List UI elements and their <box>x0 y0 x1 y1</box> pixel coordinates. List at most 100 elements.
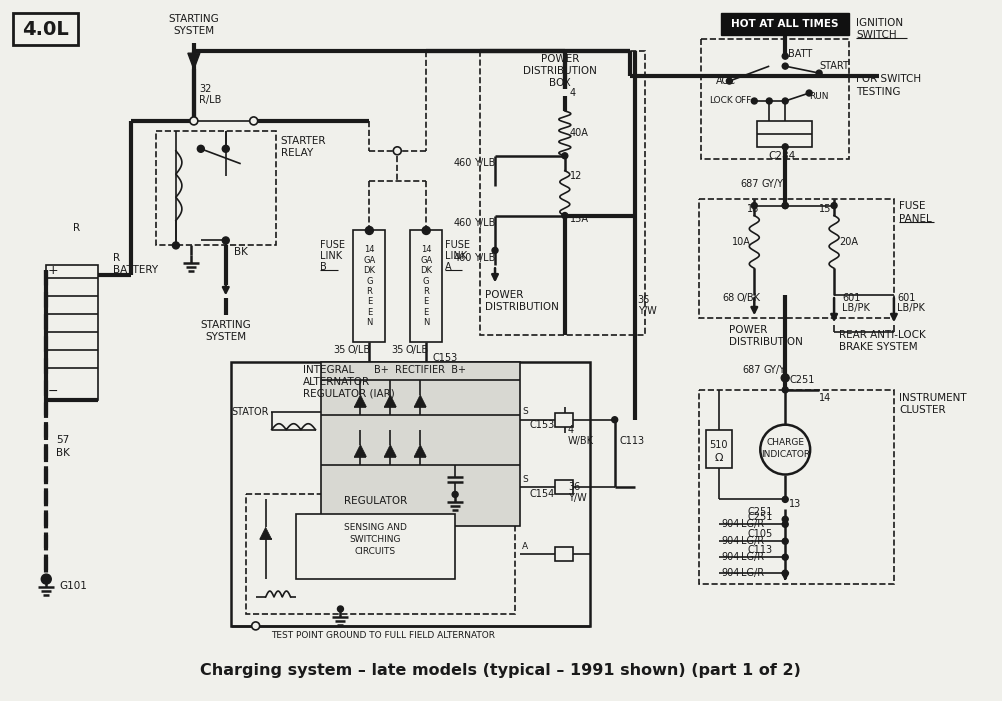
Text: SYSTEM: SYSTEM <box>173 26 214 36</box>
Text: 904: 904 <box>720 552 738 562</box>
Text: O/LB: O/LB <box>405 345 428 355</box>
Text: FOR SWITCH: FOR SWITCH <box>855 74 920 84</box>
Circle shape <box>365 226 373 234</box>
Text: C113: C113 <box>746 545 772 555</box>
Text: Y/W: Y/W <box>637 306 655 316</box>
Polygon shape <box>384 444 396 456</box>
Circle shape <box>750 203 757 209</box>
Text: CIRCUITS: CIRCUITS <box>355 547 396 556</box>
Text: LOCK: LOCK <box>708 97 732 105</box>
Text: LB/PK: LB/PK <box>896 303 924 313</box>
Text: SWITCH: SWITCH <box>855 30 896 40</box>
Text: STARTING: STARTING <box>200 320 250 330</box>
Text: C153: C153 <box>529 420 555 430</box>
Text: POWER: POWER <box>485 290 523 300</box>
Text: C284: C284 <box>768 151 795 161</box>
Bar <box>554 413 572 427</box>
Text: TESTING: TESTING <box>855 87 900 97</box>
Text: OFF: OFF <box>733 97 750 105</box>
Text: A: A <box>445 262 451 272</box>
Text: 20A: 20A <box>839 238 857 247</box>
Circle shape <box>816 70 822 76</box>
Text: 18: 18 <box>746 203 759 214</box>
Circle shape <box>782 517 788 522</box>
Text: LINK: LINK <box>445 252 467 261</box>
Text: C105: C105 <box>746 529 772 539</box>
Circle shape <box>611 416 617 423</box>
Bar <box>230 362 589 626</box>
Text: 460: 460 <box>453 253 472 264</box>
Text: 904: 904 <box>720 519 738 529</box>
Text: C154: C154 <box>529 489 555 499</box>
Text: O/BK: O/BK <box>735 293 760 304</box>
Bar <box>554 547 572 562</box>
Text: C251: C251 <box>789 375 814 385</box>
Text: 601: 601 <box>842 293 860 304</box>
Bar <box>700 39 848 158</box>
Circle shape <box>252 622 260 630</box>
Bar <box>705 430 731 468</box>
Text: 460: 460 <box>453 217 472 228</box>
Circle shape <box>782 53 788 59</box>
Text: HOT AT ALL TIMES: HOT AT ALL TIMES <box>730 20 838 29</box>
Text: LINK: LINK <box>320 252 342 261</box>
Text: REGULATOR: REGULATOR <box>344 496 407 506</box>
Text: DISTRIBUTION: DISTRIBUTION <box>522 66 596 76</box>
Circle shape <box>337 606 343 612</box>
Text: LG/R: LG/R <box>740 519 764 529</box>
Text: Y/LB: Y/LB <box>474 217 495 228</box>
Text: A: A <box>521 542 527 551</box>
Text: LG/R: LG/R <box>740 536 764 546</box>
Circle shape <box>561 153 567 158</box>
Text: 14
GA
DK
G
R
E
E
N: 14 GA DK G R E E N <box>363 245 375 327</box>
Polygon shape <box>354 395 366 407</box>
Text: FUSE: FUSE <box>320 240 344 250</box>
Text: POWER: POWER <box>540 54 578 64</box>
Text: POWER: POWER <box>728 325 767 335</box>
Bar <box>13 13 78 46</box>
Circle shape <box>492 247 498 253</box>
Text: B: B <box>320 262 326 272</box>
Text: 687: 687 <box>740 179 759 189</box>
Circle shape <box>781 374 789 382</box>
Text: RUN: RUN <box>809 92 828 100</box>
Text: C153: C153 <box>432 353 457 363</box>
Circle shape <box>189 117 197 125</box>
Text: W/BK: W/BK <box>567 435 593 446</box>
Text: R: R <box>72 224 80 233</box>
Circle shape <box>782 63 788 69</box>
Circle shape <box>782 144 788 150</box>
Text: FUSE: FUSE <box>898 200 925 210</box>
Polygon shape <box>187 53 199 69</box>
Bar <box>698 390 893 584</box>
Text: 904: 904 <box>720 568 738 578</box>
Text: 687: 687 <box>742 365 761 375</box>
Circle shape <box>831 203 837 209</box>
Bar <box>353 231 385 342</box>
Text: 15A: 15A <box>569 214 588 224</box>
Polygon shape <box>260 527 272 539</box>
Circle shape <box>172 242 179 249</box>
Bar <box>155 131 276 245</box>
Circle shape <box>782 387 788 393</box>
Circle shape <box>452 491 458 498</box>
Circle shape <box>782 203 788 209</box>
Text: STARTER: STARTER <box>281 136 326 146</box>
Circle shape <box>782 538 788 544</box>
Text: ALTERNATOR: ALTERNATOR <box>303 377 370 387</box>
Bar <box>480 51 644 335</box>
Bar <box>698 198 893 318</box>
Circle shape <box>41 574 51 584</box>
Polygon shape <box>384 395 396 407</box>
Text: FUSE: FUSE <box>445 240 470 250</box>
Bar <box>296 515 455 579</box>
Text: SWITCHING: SWITCHING <box>350 535 401 544</box>
Text: INTEGRAL: INTEGRAL <box>303 365 354 375</box>
Text: 68: 68 <box>721 293 733 304</box>
Text: GY/Y: GY/Y <box>761 179 783 189</box>
Text: Y/LB: Y/LB <box>474 253 495 264</box>
Text: S: S <box>521 475 527 484</box>
Text: −: − <box>48 386 58 398</box>
Text: BK: BK <box>233 247 247 257</box>
Circle shape <box>393 147 401 155</box>
